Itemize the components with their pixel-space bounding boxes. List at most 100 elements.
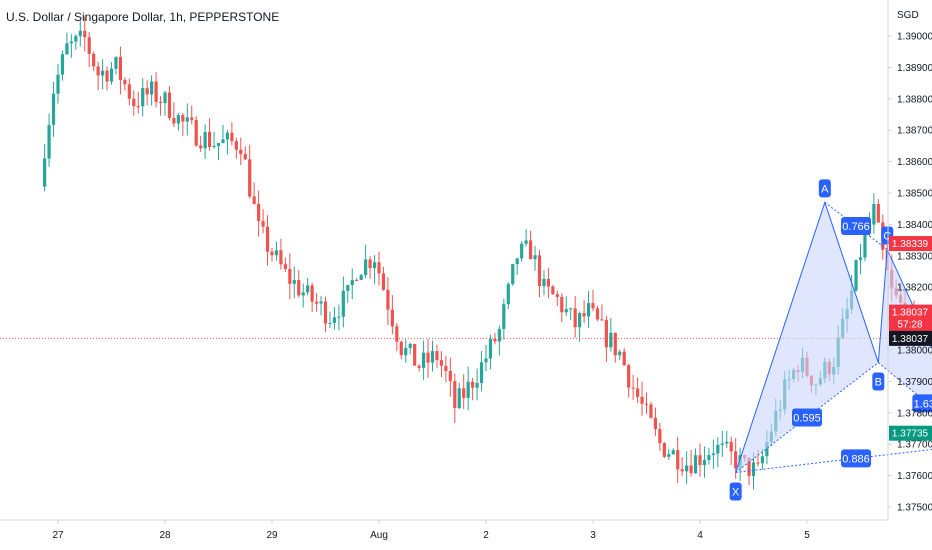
current-price-label-sub: 57:28: [897, 320, 922, 331]
y-tick-label: 1.38700: [897, 126, 932, 137]
candle-body: [386, 289, 390, 310]
stop-price-label: 1.38339: [892, 239, 929, 250]
candle-body: [430, 351, 435, 363]
candle-body: [337, 316, 341, 318]
candle-body: [65, 43, 69, 55]
candle-body: [680, 469, 684, 472]
candle-body: [444, 365, 448, 371]
y-tick-label: 1.37500: [897, 503, 932, 514]
candle-body: [671, 450, 675, 455]
candle-body: [528, 240, 533, 260]
candle-body: [635, 388, 640, 397]
candle-body: [56, 74, 60, 94]
candle-body: [83, 30, 87, 38]
candles: [43, 16, 932, 490]
ratio-label-bg: [792, 408, 822, 427]
point-label-bg-x: [729, 482, 742, 501]
candle-body: [190, 117, 194, 120]
ratio-label-bg: [841, 216, 872, 235]
x-tick-label: 3: [590, 530, 596, 541]
candle-body: [60, 54, 65, 75]
ratio-label-b-d: 1.637: [914, 398, 932, 410]
candle-body: [172, 118, 176, 124]
candle-body: [261, 221, 265, 227]
y-axis-unit: SGD: [897, 10, 919, 21]
y-tick-label: 1.37700: [897, 440, 932, 451]
candle-body: [69, 41, 73, 44]
candle-body: [127, 84, 131, 99]
candle-body: [154, 81, 158, 102]
y-tick-label: 1.38000: [897, 346, 932, 357]
x-tick-label: 4: [697, 530, 703, 541]
candle-body: [417, 365, 421, 368]
candle-body: [230, 132, 234, 142]
candle-body: [319, 301, 323, 304]
candle-body: [520, 243, 524, 259]
candle-body: [364, 259, 368, 276]
candle-body: [292, 280, 296, 284]
candle-body: [252, 196, 256, 204]
stop-price-label-bg: [889, 236, 932, 252]
candle-body: [105, 70, 109, 82]
candle-body: [141, 88, 145, 107]
candle-body: [399, 341, 403, 356]
candle-body: [377, 262, 381, 274]
point-label-a: A: [821, 183, 829, 195]
candle-body: [725, 441, 729, 444]
candle-body: [301, 292, 305, 296]
candle-body: [323, 301, 328, 324]
candle-body: [640, 396, 644, 404]
candle-body: [698, 455, 702, 465]
candle-body: [408, 343, 412, 348]
y-tick-label: 1.37900: [897, 377, 932, 388]
candle-body: [114, 57, 118, 69]
candle-body: [118, 57, 123, 80]
candle-body: [332, 317, 337, 323]
candle-body: [720, 443, 724, 445]
x-tick-label: Aug: [370, 530, 388, 541]
x-tick-label: 27: [52, 530, 64, 541]
candle-body: [627, 365, 631, 388]
last-price-label: 1.38037: [892, 334, 929, 345]
candle-body: [136, 106, 140, 108]
ratio-label-a-c: 0.766: [842, 221, 870, 233]
candle-body: [297, 280, 301, 296]
candle-body: [51, 93, 56, 125]
candle-body: [569, 308, 573, 310]
candle-body: [150, 81, 154, 95]
candle-body: [511, 264, 515, 285]
candle-body: [644, 403, 649, 405]
candle-body: [649, 404, 653, 418]
candle-body: [506, 284, 510, 305]
y-tick-label: 1.38900: [897, 63, 932, 74]
candle-body: [765, 442, 769, 457]
candle-body: [546, 278, 551, 287]
candle-body: [234, 141, 238, 150]
candle-body: [689, 465, 693, 474]
candle-body: [355, 279, 359, 281]
candle-body: [359, 275, 363, 280]
ratio-line-bd: [878, 362, 932, 408]
last-price-label-bg: [889, 330, 932, 346]
candle-body: [43, 158, 47, 187]
candle-body: [573, 308, 577, 328]
candle-body: [600, 319, 604, 321]
target-price-label-bg: [889, 425, 932, 441]
candle-body: [872, 204, 876, 225]
x-tick-label: 5: [804, 530, 810, 541]
y-tick-label: 1.38200: [897, 283, 932, 294]
candle-body: [734, 451, 738, 469]
candle-body: [609, 332, 613, 348]
candle-body: [751, 462, 756, 476]
candle-body: [631, 387, 635, 389]
candle-body: [265, 226, 270, 252]
candle-body: [858, 257, 863, 261]
ratio-label-bg: [912, 394, 932, 413]
candle-body: [497, 328, 501, 342]
y-tick-label: 1.38500: [897, 189, 932, 200]
candle-body: [854, 260, 858, 291]
candle-body: [435, 351, 439, 361]
candle-body: [163, 92, 167, 104]
candle-body: [693, 455, 698, 474]
